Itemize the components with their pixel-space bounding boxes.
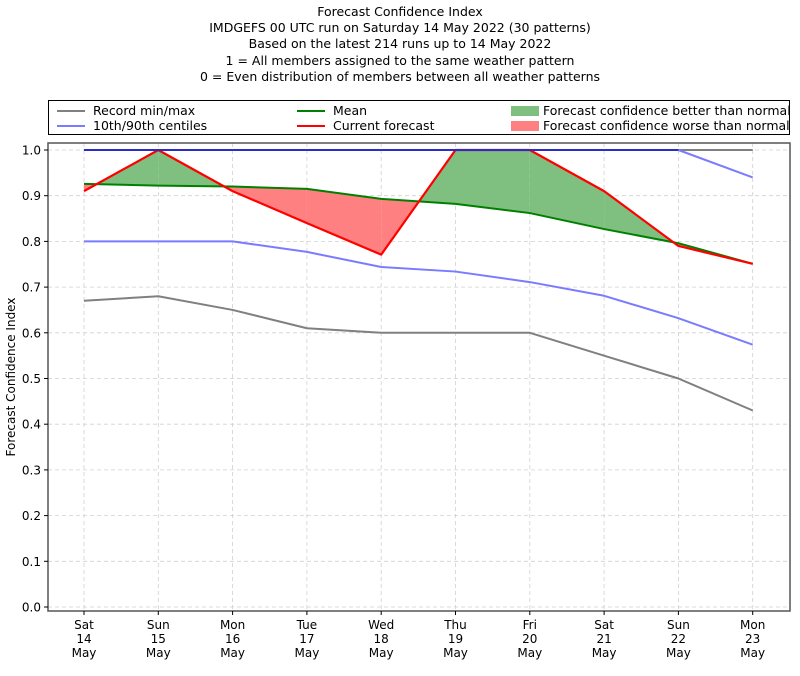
x-tick-label: May [443, 646, 468, 660]
legend-swatch-better [511, 105, 539, 116]
y-tick-label: 1.0 [22, 144, 41, 158]
fill-better [455, 150, 530, 214]
x-tick-label: May [592, 646, 617, 660]
legend-label-centiles: 10th/90th centiles [93, 118, 208, 133]
chart-legend: Record min/max 10th/90th centiles Mean C… [48, 100, 791, 135]
x-tick-label: Fri [523, 618, 537, 632]
grid-lines [48, 143, 790, 611]
fill-worse [306, 188, 382, 255]
chart-subtitle-1: IMDGEFS 00 UTC run on Saturday 14 May 20… [209, 20, 591, 36]
x-tick-label: May [72, 646, 97, 660]
x-tick-label: Mon [740, 618, 765, 632]
x-tick-label: Sun [147, 618, 170, 632]
x-tick-label: 19 [448, 632, 463, 646]
legend-label-better: Forecast confidence better than normal [543, 103, 791, 118]
chart-subtitle-3: 1 = All members assigned to the same wea… [225, 52, 575, 68]
x-tick-label: Mon [220, 618, 245, 632]
x-tick-label: 14 [76, 632, 91, 646]
legend-label-record: Record min/max [93, 103, 196, 118]
legend-entry-better: Forecast confidence better than normal [511, 103, 791, 118]
x-tick-label: 21 [596, 632, 611, 646]
legend-entry-mean: Mean [297, 103, 367, 118]
chart-title: Forecast Confidence Index [317, 4, 483, 19]
x-tick-label: May [220, 646, 245, 660]
x-tick-label: Thu [443, 618, 467, 632]
x-tick-label: 18 [374, 632, 389, 646]
x-tick-label: 17 [299, 632, 314, 646]
legend-swatch-current [297, 124, 325, 127]
legend-label-mean: Mean [333, 103, 368, 118]
x-tick-label: May [517, 646, 542, 660]
y-tick-label: 0.5 [22, 372, 41, 386]
x-tick-label: May [146, 646, 171, 660]
x-tick-label: Sun [667, 618, 690, 632]
x-tick-label: Wed [368, 618, 394, 632]
y-tick-label: 0.6 [22, 326, 41, 340]
x-tick-label: May [666, 646, 691, 660]
legend-entry-centiles: 10th/90th centiles [57, 118, 207, 133]
legend-label-current: Current forecast [333, 118, 435, 133]
x-tick-label: May [740, 646, 765, 660]
x-tick-label: 16 [225, 632, 240, 646]
y-tick-label: 0.9 [22, 189, 41, 203]
legend-entry-worse: Forecast confidence worse than normal [511, 118, 790, 133]
y-tick-label: 0.8 [22, 235, 41, 249]
x-tick-label: 15 [151, 632, 166, 646]
series-line-record-min [83, 295, 754, 412]
x-tick-label: May [369, 646, 394, 660]
y-axis-label: Forecast Confidence Index [4, 298, 18, 457]
legend-swatch-mean [297, 109, 325, 112]
x-tick-label: 22 [671, 632, 686, 646]
series-line-p10 [84, 240, 754, 346]
y-axis-ticks: 0.0 0.1 0.2 0.3 0.4 0.5 0.6 0.7 0.8 0.9 1.0 [22, 144, 48, 615]
legend-entry-record: Record min/max [57, 103, 195, 118]
y-tick-label: 0.2 [22, 509, 41, 523]
x-tick-label: Sat [594, 618, 614, 632]
axes-frame [47, 142, 791, 612]
legend-entry-current: Current forecast [297, 118, 434, 133]
x-tick-label: 23 [745, 632, 760, 646]
x-tick-label: May [294, 646, 319, 660]
y-tick-label: 0.7 [22, 281, 41, 295]
y-tick-label: 0.4 [22, 418, 41, 432]
legend-swatch-centiles [57, 124, 85, 127]
y-tick-label: 0.1 [22, 555, 41, 569]
x-tick-label: Tue [296, 618, 318, 632]
series-line-current [83, 148, 753, 265]
x-axis-ticks: Sat14MaySun15MayMon16MayTue17MayWed18May… [72, 611, 765, 660]
legend-swatch-worse [511, 120, 539, 131]
legend-swatch-record [57, 109, 85, 112]
y-tick-label: 0.0 [22, 601, 41, 615]
y-tick-label: 0.3 [22, 463, 41, 477]
x-tick-label: 20 [522, 632, 537, 646]
x-tick-label: Sat [74, 618, 94, 632]
chart-title-block: Forecast Confidence Index IMDGEFS 00 UTC… [0, 4, 800, 85]
confidence-fills [84, 150, 753, 264]
series-lines [83, 148, 754, 412]
fill-better [529, 150, 605, 230]
chart-subtitle-4: 0 = Even distribution of members between… [199, 68, 601, 84]
legend-label-worse: Forecast confidence worse than normal [543, 118, 790, 133]
chart-subtitle-2: Based on the latest 214 runs up to 14 Ma… [248, 36, 552, 52]
